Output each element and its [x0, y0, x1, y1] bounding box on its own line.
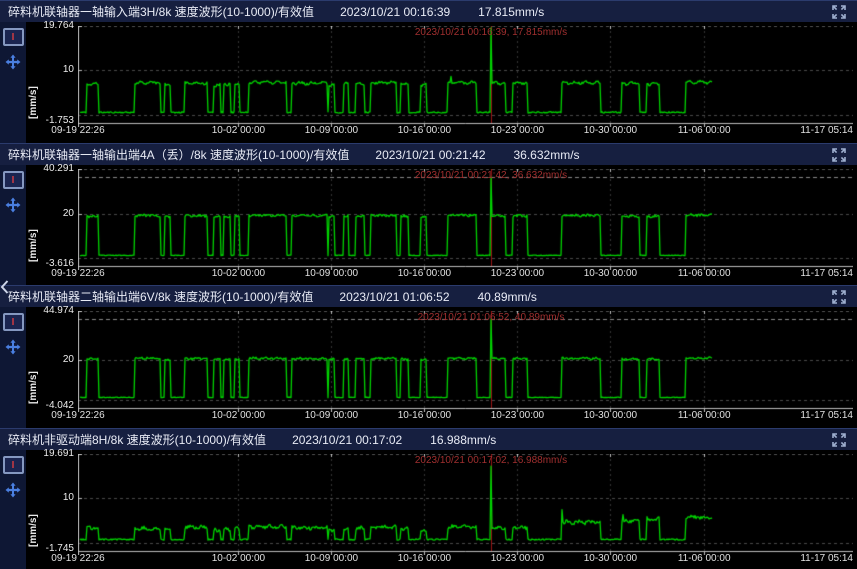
- trend-plot[interactable]: [78, 311, 853, 412]
- y-tick-mid: 20: [62, 208, 74, 219]
- panel-title: 碎料机非驱动端8H/8k 速度波形(10-1000)/有效值: [8, 433, 267, 447]
- tool-strip: [0, 165, 26, 285]
- chart-panel: 碎料机非驱动端8H/8k 速度波形(10-1000)/有效值 2023/10/2…: [0, 428, 857, 569]
- x-tick-label: 10-16 00:00: [397, 125, 452, 136]
- x-tick-label: 10-09 00:00: [304, 553, 359, 564]
- panel-titlebar: 碎料机联轴器一轴输入端3H/8k 速度波形(10-1000)/有效值 2023/…: [0, 0, 857, 22]
- x-tick-label: 10-30 00:00: [583, 410, 638, 421]
- trend-plot[interactable]: [78, 169, 853, 270]
- y-tick-max: 44.974: [43, 305, 74, 316]
- y-tick-mid: 10: [62, 64, 74, 75]
- y-tick-min: -1.753: [45, 115, 74, 126]
- expand-icon[interactable]: [831, 147, 847, 163]
- x-tick-label: 11-17 05:14: [800, 553, 853, 564]
- x-tick-label: 10-23 00:00: [490, 410, 545, 421]
- tool-strip: [0, 22, 26, 143]
- tool-strip: [0, 307, 26, 428]
- y-tick-min: -1.745: [45, 543, 74, 554]
- cursor-annotation: 2023/10/21 00:16:39, 17.815mm/s: [414, 27, 568, 38]
- x-tick-label: 11-17 05:14: [800, 268, 853, 279]
- chart-body: [mm/s] 19.764 10 -1.753 2023/10/21 00:16…: [0, 20, 857, 143]
- panel-cursor-value: 16.988mm/s: [430, 432, 497, 447]
- chart-panel: 碎料机联轴器一轴输入端3H/8k 速度波形(10-1000)/有效值 2023/…: [0, 0, 857, 143]
- panel-title: 碎料机联轴器一轴输入端3H/8k 速度波形(10-1000)/有效值: [8, 5, 315, 19]
- x-tick-label: 10-23 00:00: [490, 553, 545, 564]
- x-tick-label: 09-19 22:26: [51, 125, 105, 136]
- panel-cursor-datetime: 2023/10/21 01:06:52: [339, 289, 450, 304]
- panel-titlebar: 碎料机联轴器一轴输出端4A（丢）/8k 速度波形(10-1000)/有效值 20…: [0, 143, 857, 165]
- tool-strip: [0, 450, 26, 569]
- panel-cursor-datetime: 2023/10/21 00:21:42: [375, 147, 486, 162]
- panel-cursor-datetime: 2023/10/21 00:16:39: [340, 4, 451, 19]
- x-tick-label: 10-02 00:00: [211, 410, 266, 421]
- x-tick-label: 10-16 00:00: [397, 410, 452, 421]
- panel-titlebar: 碎料机非驱动端8H/8k 速度波形(10-1000)/有效值 2023/10/2…: [0, 428, 857, 450]
- y-tick-min: -4.042: [45, 400, 74, 411]
- move-icon[interactable]: [5, 197, 21, 213]
- x-tick-label: 10-23 00:00: [490, 268, 545, 279]
- x-tick-label: 10-16 00:00: [397, 553, 452, 564]
- panel-titlebar: 碎料机联轴器二轴输出端6V/8k 速度波形(10-1000)/有效值 2023/…: [0, 285, 857, 307]
- cursor-annotation: 2023/10/21 00:17:02, 16.988mm/s: [414, 455, 568, 466]
- x-tick-label: 10-30 00:00: [583, 268, 638, 279]
- x-tick-label: 10-30 00:00: [583, 553, 638, 564]
- chart-panel: 碎料机联轴器一轴输出端4A（丢）/8k 速度波形(10-1000)/有效值 20…: [0, 143, 857, 285]
- x-tick-label: 09-19 22:26: [51, 553, 105, 564]
- x-tick-label: 10-09 00:00: [304, 125, 359, 136]
- chart-body: [mm/s] 19.691 10 -1.745 2023/10/21 00:17…: [0, 448, 857, 569]
- y-tick-max: 19.691: [43, 448, 74, 459]
- x-tick-label: 11-17 05:14: [800, 125, 853, 136]
- panel-cursor-value: 40.89mm/s: [477, 289, 537, 304]
- y-tick-mid: 20: [62, 354, 74, 365]
- x-tick-label: 11-17 05:14: [800, 410, 853, 421]
- panel-title: 碎料机联轴器一轴输出端4A（丢）/8k 速度波形(10-1000)/有效值: [8, 148, 350, 162]
- y-tick-min: -3.616: [45, 258, 74, 269]
- panel-title: 碎料机联轴器二轴输出端6V/8k 速度波形(10-1000)/有效值: [8, 290, 314, 304]
- panel-cursor-value: 17.815mm/s: [478, 4, 545, 19]
- x-tick-label: 10-02 00:00: [211, 268, 266, 279]
- x-tick-label: 09-19 22:26: [51, 410, 105, 421]
- chart-panel: 碎料机联轴器二轴输出端6V/8k 速度波形(10-1000)/有效值 2023/…: [0, 285, 857, 428]
- chart-body: [mm/s] 44.974 20 -4.042 2023/10/21 01:06…: [0, 305, 857, 428]
- panel-cursor-value: 36.632mm/s: [513, 147, 580, 162]
- y-tick-max: 40.291: [43, 163, 74, 174]
- x-tick-label: 10-02 00:00: [211, 553, 266, 564]
- mini-waveform-icon[interactable]: [3, 313, 24, 331]
- mini-waveform-icon[interactable]: [3, 171, 24, 189]
- x-axis-labels: 09-19 22:26 10-02 00:00 10-09 00:00 10-16 0…: [51, 553, 853, 566]
- x-tick-label: 11-06 00:00: [677, 125, 731, 136]
- x-tick-label: 11-06 00:00: [677, 410, 731, 421]
- cursor-annotation: 2023/10/21 01:06:52, 40.89mm/s: [417, 312, 565, 323]
- move-icon[interactable]: [5, 482, 21, 498]
- x-axis-labels: 09-19 22:26 10-02 00:00 10-09 00:00 10-16 0…: [51, 125, 853, 138]
- mini-waveform-icon[interactable]: [3, 456, 24, 474]
- expand-icon[interactable]: [831, 289, 847, 305]
- move-icon[interactable]: [5, 54, 21, 70]
- x-tick-label: 11-06 00:00: [677, 268, 731, 279]
- x-tick-label: 10-02 00:00: [211, 125, 266, 136]
- trend-plot[interactable]: [78, 454, 853, 555]
- mini-waveform-icon[interactable]: [3, 28, 24, 46]
- x-tick-label: 10-09 00:00: [304, 268, 359, 279]
- move-icon[interactable]: [5, 339, 21, 355]
- x-tick-label: 10-23 00:00: [490, 125, 545, 136]
- x-tick-label: 10-09 00:00: [304, 410, 359, 421]
- x-axis-labels: 09-19 22:26 10-02 00:00 10-09 00:00 10-16 0…: [51, 268, 853, 281]
- y-tick-max: 19.764: [43, 20, 74, 31]
- chevron-left-icon[interactable]: [0, 280, 9, 294]
- chart-body: [mm/s] 40.291 20 -3.616 2023/10/21 00:21…: [0, 163, 857, 285]
- panel-cursor-datetime: 2023/10/21 00:17:02: [292, 432, 403, 447]
- x-axis-labels: 09-19 22:26 10-02 00:00 10-09 00:00 10-16 0…: [51, 410, 853, 423]
- trend-plot[interactable]: [78, 26, 853, 127]
- x-tick-label: 10-16 00:00: [397, 268, 452, 279]
- expand-icon[interactable]: [831, 4, 847, 20]
- x-tick-label: 11-06 00:00: [677, 553, 731, 564]
- expand-icon[interactable]: [831, 432, 847, 448]
- y-tick-mid: 10: [62, 492, 74, 503]
- x-tick-label: 10-30 00:00: [583, 125, 638, 136]
- cursor-annotation: 2023/10/21 00:21:42, 36.632mm/s: [414, 170, 568, 181]
- x-tick-label: 09-19 22:26: [51, 268, 105, 279]
